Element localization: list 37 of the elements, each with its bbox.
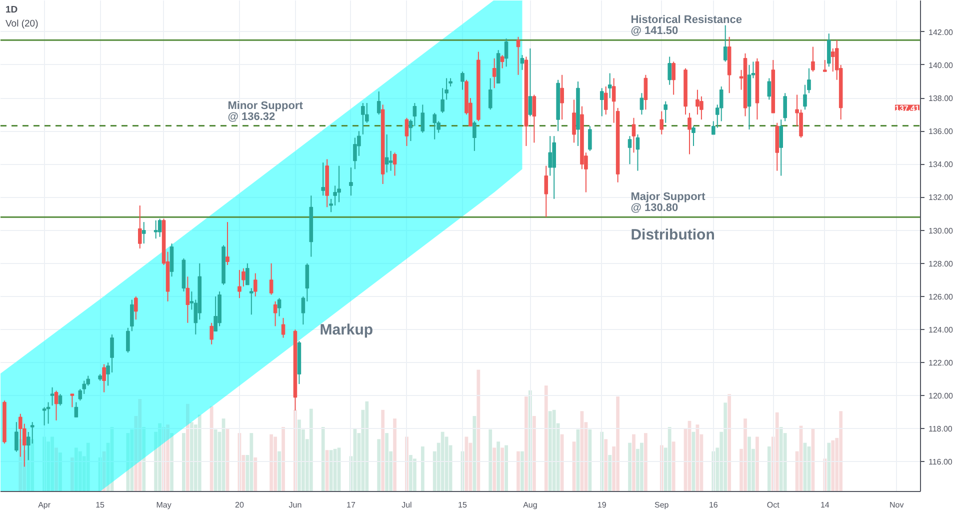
x-tick-label: Oct bbox=[766, 500, 780, 510]
x-tick-label: 15 bbox=[458, 500, 468, 510]
x-tick-label: 19 bbox=[597, 500, 607, 510]
y-tick-label: 138.00 bbox=[928, 94, 954, 104]
ref-line-label: Historical Resistance @ 141.50 bbox=[630, 14, 742, 38]
y-tick-label: 116.00 bbox=[928, 458, 953, 467]
y-tick-label: 142.00 bbox=[928, 28, 954, 37]
y-tick-label: 140.00 bbox=[928, 60, 954, 70]
x-tick-label: 14 bbox=[820, 500, 830, 510]
ref-line-label: Major Support @ 130.80 bbox=[630, 191, 706, 214]
x-tick-label: May bbox=[156, 500, 172, 510]
x-tick-label: Sep bbox=[654, 500, 670, 510]
chart-title: 1D bbox=[6, 4, 18, 16]
x-tick-label: 15 bbox=[96, 500, 106, 510]
y-tick-label: 132.00 bbox=[928, 193, 954, 202]
y-tick-label: 134.00 bbox=[928, 160, 954, 170]
x-tick-label: Jul bbox=[402, 500, 412, 510]
annotation: Distribution bbox=[630, 226, 715, 244]
x-tick-label: Jun bbox=[288, 500, 302, 510]
annotation: Markup bbox=[320, 321, 374, 338]
x-tick-label: Nov bbox=[889, 500, 904, 510]
y-tick-label: 124.00 bbox=[928, 325, 954, 334]
x-tick-label: 20 bbox=[235, 500, 244, 510]
y-tick-label: 128.00 bbox=[928, 259, 954, 268]
x-tick-label: 16 bbox=[708, 500, 718, 510]
x-tick-label: Aug bbox=[523, 500, 538, 510]
ref-line-label: Minor Support @ 136.32 bbox=[228, 100, 304, 123]
y-tick-label: 126.00 bbox=[928, 292, 954, 302]
chart-title: Vol (20) bbox=[6, 18, 38, 30]
x-tick-label: 17 bbox=[346, 500, 356, 510]
y-tick-label: 118.00 bbox=[928, 424, 953, 434]
y-tick-label: 120.00 bbox=[928, 392, 954, 401]
annotation: 137.41 bbox=[895, 104, 920, 113]
y-tick-label: 130.00 bbox=[928, 226, 954, 236]
y-tick-label: 136.00 bbox=[928, 127, 954, 136]
x-tick-label: Apr bbox=[38, 500, 51, 510]
y-tick-label: 122.00 bbox=[928, 358, 954, 368]
